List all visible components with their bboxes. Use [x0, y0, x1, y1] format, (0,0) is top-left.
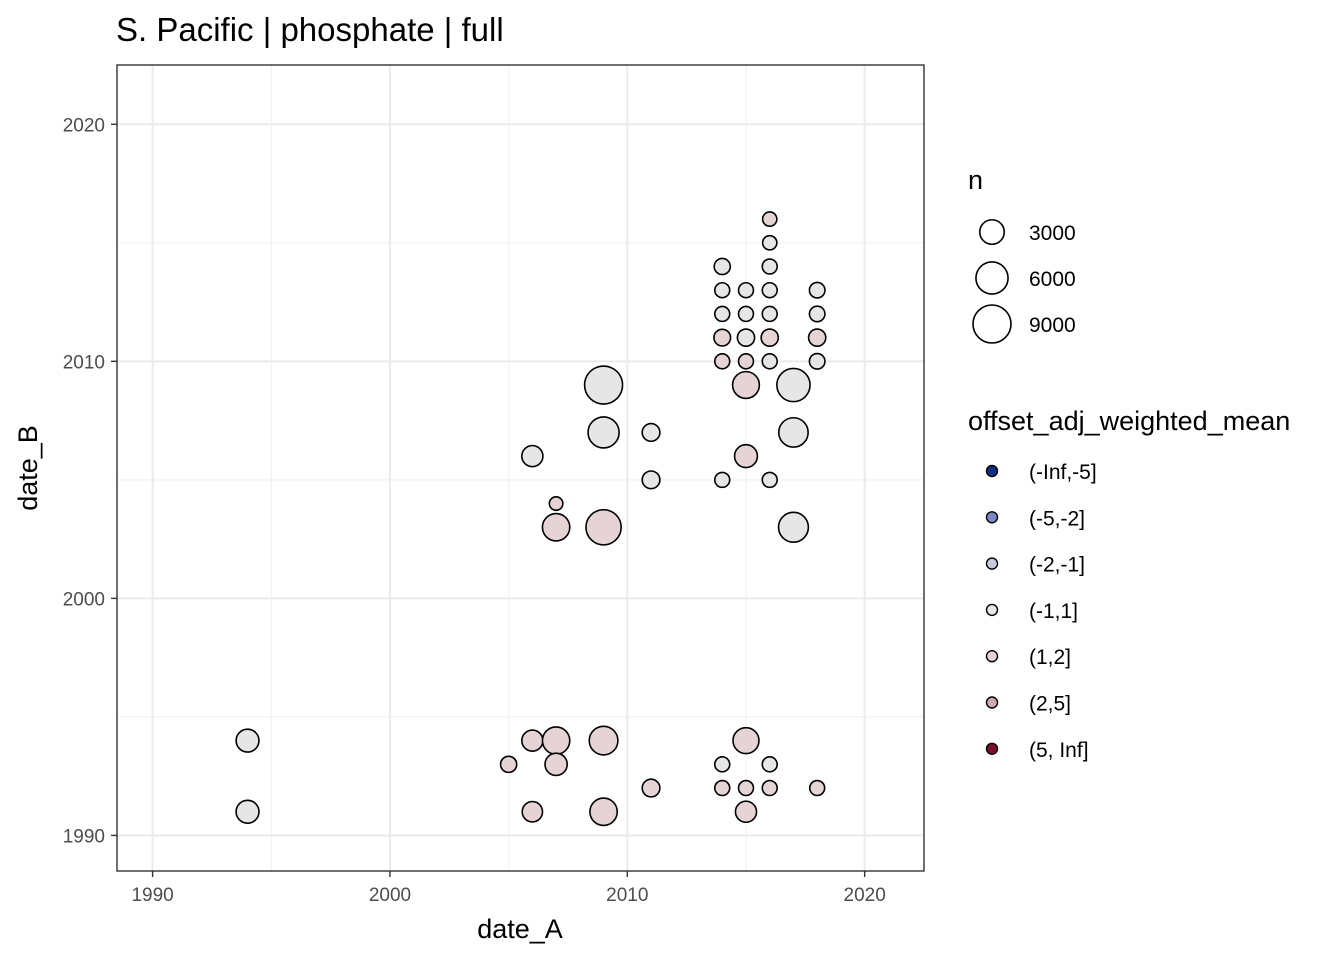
data-point — [713, 353, 731, 370]
color-legend-key — [985, 650, 999, 663]
data-point — [761, 211, 778, 228]
data-point — [776, 367, 811, 403]
data-point — [641, 422, 661, 443]
data-point — [808, 305, 826, 323]
x-axis-title: date_A — [477, 914, 563, 944]
size-legend-key — [978, 218, 1006, 246]
data-point — [737, 281, 755, 299]
color-legend-label: (2,5] — [1029, 693, 1071, 716]
plot-panel — [117, 65, 924, 871]
data-point — [713, 305, 731, 323]
major-gridlines — [117, 65, 924, 871]
color-legend-key — [985, 603, 999, 617]
x-tick-label: 1990 — [131, 885, 173, 906]
data-point — [761, 258, 778, 275]
data-point — [736, 328, 756, 348]
data-point — [808, 352, 826, 370]
data-point — [737, 779, 755, 797]
color-legend-title: offset_adj_weighted_mean — [968, 406, 1290, 436]
data-point — [761, 756, 778, 773]
data-point — [760, 328, 780, 348]
data-point — [583, 365, 624, 405]
data-point — [737, 353, 755, 370]
color-legend-label: (5, Inf] — [1029, 739, 1089, 762]
plot-border — [116, 64, 925, 872]
data-point — [521, 800, 544, 823]
y-tick-label: 2010 — [63, 352, 105, 373]
data-point — [761, 471, 778, 489]
data-point — [777, 511, 810, 543]
data-point — [541, 726, 571, 756]
size-legend-label: 3000 — [1029, 222, 1076, 245]
data-point — [732, 726, 760, 755]
chart-title: S. Pacific | phosphate | full — [116, 11, 504, 48]
data-point — [777, 416, 809, 448]
data-point — [641, 470, 661, 490]
data-point — [588, 725, 619, 756]
data-point — [761, 305, 778, 323]
y-tick-label: 2000 — [63, 589, 105, 610]
color-legend-key — [985, 557, 999, 570]
data-point — [737, 305, 755, 323]
data-point — [731, 370, 761, 400]
data-points — [235, 211, 827, 827]
color-legend-label: (-1,1] — [1029, 600, 1078, 623]
data-point — [641, 778, 661, 798]
data-point — [733, 443, 759, 469]
panel-background — [117, 65, 924, 871]
data-point — [761, 234, 778, 251]
y-tick-label: 2020 — [63, 115, 105, 136]
x-tick-label: 2020 — [844, 885, 886, 906]
y-axis-ticks: 1990 2000 2010 2020 — [63, 115, 117, 847]
data-point — [808, 779, 826, 797]
color-legend-label: (-2,-1] — [1029, 554, 1085, 577]
data-point — [808, 281, 826, 299]
data-point — [544, 752, 568, 777]
data-point — [499, 755, 518, 774]
data-point — [589, 797, 619, 827]
data-point — [761, 353, 778, 370]
data-point — [235, 728, 260, 753]
panel-border-rect — [116, 64, 925, 872]
x-axis-ticks: 1990 2000 2010 2020 — [131, 871, 886, 906]
data-point — [713, 257, 732, 276]
data-point — [713, 281, 731, 299]
size-legend-key — [972, 304, 1012, 344]
color-legend-label: (-Inf,-5] — [1029, 461, 1097, 484]
color-legend: offset_adj_weighted_mean (-Inf,-5] (-5,-2… — [968, 406, 1290, 762]
data-point — [713, 779, 731, 797]
size-legend-key — [975, 261, 1009, 295]
size-legend-label: 6000 — [1029, 268, 1076, 291]
data-point — [541, 512, 571, 542]
color-legend-label: (1,2] — [1029, 646, 1071, 669]
data-point — [521, 444, 544, 468]
color-legend-key — [985, 696, 999, 709]
color-legend-key — [985, 511, 999, 524]
data-point — [521, 729, 544, 752]
x-tick-label: 2000 — [369, 885, 411, 906]
data-point — [585, 508, 622, 546]
x-tick-label: 2010 — [606, 885, 648, 906]
data-point — [734, 800, 758, 824]
color-legend-label: (-5,-2] — [1029, 507, 1085, 530]
data-point — [761, 281, 778, 299]
color-legend-key — [985, 742, 999, 755]
data-point — [235, 799, 260, 824]
data-point — [807, 328, 827, 348]
y-axis-title: date_B — [13, 425, 43, 511]
size-legend: n 3000 6000 9000 — [968, 165, 1076, 344]
data-point — [587, 416, 620, 449]
data-point — [713, 756, 731, 773]
data-point — [548, 495, 564, 512]
size-legend-label: 9000 — [1029, 314, 1076, 337]
data-point — [713, 328, 732, 347]
data-point — [713, 471, 731, 489]
data-point — [761, 779, 778, 797]
y-tick-label: 1990 — [63, 826, 105, 847]
color-legend-key — [985, 464, 999, 478]
size-legend-title: n — [968, 165, 983, 195]
